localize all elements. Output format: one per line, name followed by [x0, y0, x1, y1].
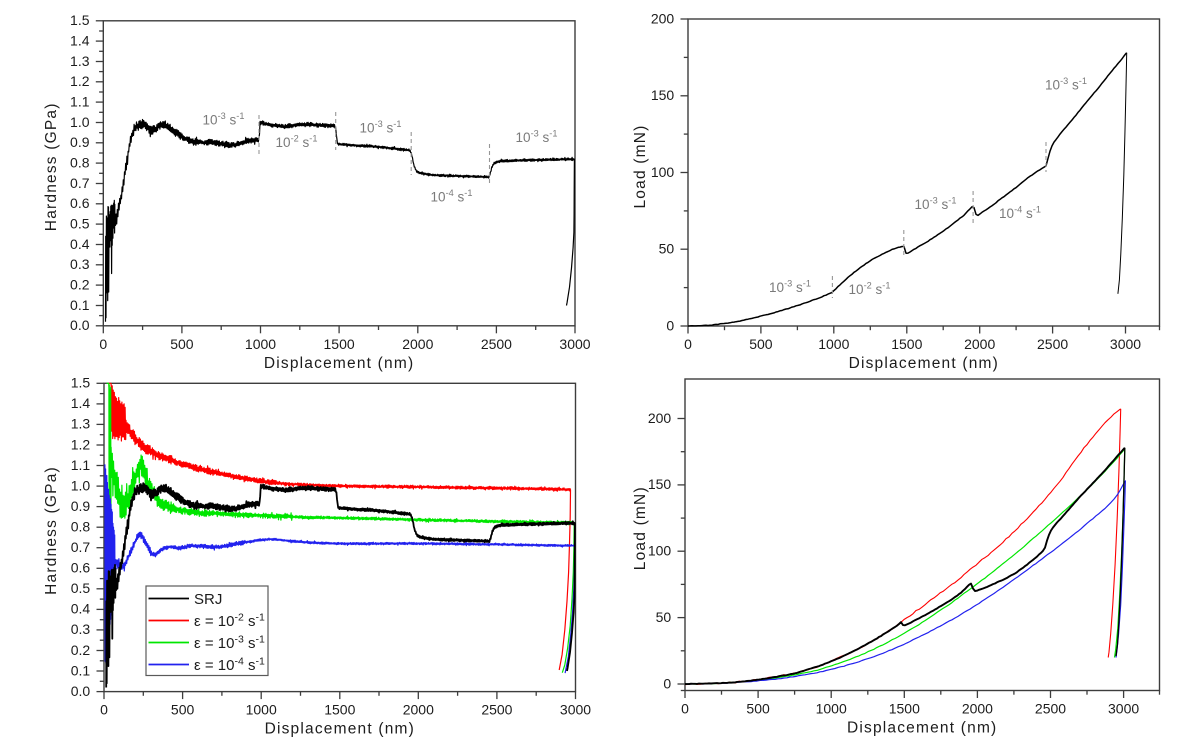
svg-text:Load (mN): Load (mN) [632, 124, 649, 208]
svg-text:100: 100 [648, 543, 672, 559]
svg-text:2000: 2000 [962, 701, 993, 717]
svg-text:Displacement (nm): Displacement (nm) [265, 721, 415, 738]
svg-text:1000: 1000 [818, 336, 849, 352]
svg-text:150: 150 [648, 476, 672, 492]
svg-text:1.2: 1.2 [71, 436, 91, 452]
svg-text:Displacement (nm): Displacement (nm) [264, 355, 414, 372]
svg-text:10-3​ s-1​: 10-3​ s-1​ [360, 119, 402, 136]
svg-text:0.3: 0.3 [70, 256, 90, 272]
svg-text:10-2​ s-1​: 10-2​ s-1​ [276, 134, 318, 151]
svg-text:0.8: 0.8 [70, 154, 90, 170]
svg-text:10-3​ s-1​: 10-3​ s-1​ [1045, 76, 1087, 93]
svg-text:1.5: 1.5 [70, 12, 90, 28]
svg-text:1.3: 1.3 [70, 53, 90, 69]
svg-text:10-4​ s-1​: 10-4​ s-1​ [431, 188, 473, 205]
svg-text:3000: 3000 [559, 336, 590, 352]
svg-text:2500: 2500 [1035, 701, 1066, 717]
svg-text:2000: 2000 [403, 702, 434, 718]
svg-text:2500: 2500 [481, 702, 512, 718]
svg-text:Displacement (nm): Displacement (nm) [849, 355, 999, 372]
svg-text:0: 0 [684, 336, 692, 352]
svg-text:500: 500 [170, 336, 194, 352]
svg-text:0.5: 0.5 [70, 215, 90, 231]
svg-text:0: 0 [99, 336, 107, 352]
svg-text:2500: 2500 [481, 336, 512, 352]
svg-text:0.6: 0.6 [70, 195, 90, 211]
svg-text:500: 500 [746, 701, 770, 717]
svg-text:1000: 1000 [816, 701, 847, 717]
svg-text:0.1: 0.1 [70, 297, 90, 313]
svg-text:ε = 10-4​ s-1​: ε = 10-4​ s-1​ [194, 655, 265, 674]
svg-text:10-3​ s-1​: 10-3​ s-1​ [915, 196, 957, 213]
svg-text:2000: 2000 [964, 336, 995, 352]
svg-text:2500: 2500 [1037, 336, 1068, 352]
svg-text:1500: 1500 [889, 701, 920, 717]
svg-text:10-3​ s-1​: 10-3​ s-1​ [769, 279, 811, 296]
svg-text:100: 100 [651, 164, 675, 180]
svg-text:0.5: 0.5 [71, 580, 91, 596]
svg-text:500: 500 [749, 336, 773, 352]
svg-text:0.0: 0.0 [71, 683, 91, 699]
svg-text:1500: 1500 [324, 702, 355, 718]
svg-text:1500: 1500 [324, 336, 355, 352]
svg-text:1.0: 1.0 [70, 114, 90, 130]
svg-text:3000: 3000 [560, 702, 591, 718]
svg-text:0: 0 [666, 317, 674, 333]
svg-text:2000: 2000 [402, 336, 433, 352]
svg-text:0.6: 0.6 [71, 560, 91, 576]
svg-text:1000: 1000 [246, 702, 277, 718]
svg-text:1.2: 1.2 [70, 73, 90, 89]
svg-text:1.4: 1.4 [70, 32, 90, 48]
svg-text:Displacement (nm): Displacement (nm) [847, 720, 997, 737]
svg-text:Hardness (GPa): Hardness (GPa) [43, 466, 60, 595]
svg-text:0.9: 0.9 [70, 134, 90, 150]
svg-text:1.1: 1.1 [71, 457, 91, 473]
svg-text:3000: 3000 [1108, 701, 1139, 717]
svg-text:0.8: 0.8 [71, 519, 91, 535]
svg-text:0.7: 0.7 [70, 175, 90, 191]
svg-text:10-3​ s-1​: 10-3​ s-1​ [203, 111, 245, 128]
svg-text:50: 50 [656, 609, 672, 625]
svg-text:1.4: 1.4 [71, 395, 91, 411]
svg-text:0.7: 0.7 [71, 539, 91, 555]
svg-text:ε = 10-2​ s-1​: ε = 10-2​ s-1​ [194, 611, 265, 630]
svg-text:0.4: 0.4 [71, 601, 91, 617]
svg-text:0: 0 [100, 702, 108, 718]
svg-text:0.2: 0.2 [71, 642, 91, 658]
svg-text:0.0: 0.0 [70, 317, 90, 333]
svg-text:SRJ: SRJ [194, 591, 222, 608]
svg-text:10-4​ s-1​: 10-4​ s-1​ [999, 205, 1041, 222]
svg-text:0: 0 [681, 701, 689, 717]
svg-text:Hardness (GPa): Hardness (GPa) [43, 102, 60, 231]
svg-text:ε = 10-3​ s-1​: ε = 10-3​ s-1​ [194, 633, 265, 652]
svg-text:500: 500 [171, 702, 195, 718]
svg-text:200: 200 [648, 410, 672, 426]
svg-text:1.0: 1.0 [71, 477, 91, 493]
svg-text:Load (mN): Load (mN) [632, 486, 649, 570]
svg-text:10-2​ s-1​: 10-2​ s-1​ [849, 281, 891, 298]
svg-text:10-3​ s-1​: 10-3​ s-1​ [516, 129, 558, 146]
svg-text:150: 150 [651, 87, 675, 103]
svg-text:1.5: 1.5 [71, 375, 91, 391]
svg-text:0.4: 0.4 [70, 236, 90, 252]
svg-text:1000: 1000 [245, 336, 276, 352]
svg-text:1500: 1500 [891, 336, 922, 352]
svg-text:50: 50 [659, 241, 675, 257]
svg-text:1.3: 1.3 [71, 416, 91, 432]
svg-text:0.9: 0.9 [71, 498, 91, 514]
svg-text:0: 0 [663, 675, 671, 691]
svg-text:0.1: 0.1 [71, 662, 91, 678]
svg-text:0.2: 0.2 [70, 276, 90, 292]
svg-text:3000: 3000 [1110, 336, 1141, 352]
svg-text:200: 200 [651, 10, 675, 26]
svg-text:0.3: 0.3 [71, 621, 91, 637]
svg-text:1.1: 1.1 [70, 93, 90, 109]
